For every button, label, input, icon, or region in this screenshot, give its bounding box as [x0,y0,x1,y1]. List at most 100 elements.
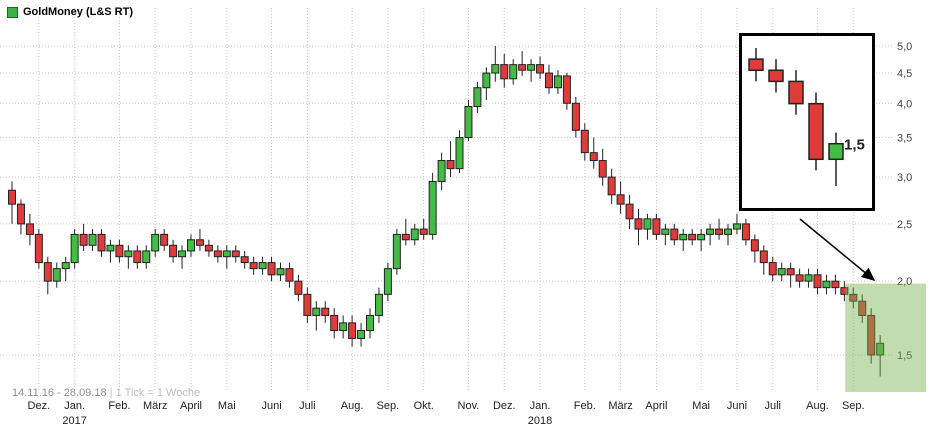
candle [339,322,348,332]
candle [831,280,840,289]
candle [509,64,518,80]
candle [527,64,536,71]
candle [267,262,276,276]
x-axis-label: März [608,400,632,412]
candle [25,223,34,235]
candle [661,228,670,235]
candle [231,250,240,258]
candle [786,268,795,276]
x-axis-label: Jan. [530,400,551,412]
candle [688,233,697,241]
candle [195,239,204,246]
candle [518,64,527,71]
candle [348,322,357,339]
candle [715,228,724,235]
candle [500,64,509,80]
candle [285,268,294,282]
candle [115,244,124,258]
candle [249,262,258,270]
candle [840,287,849,295]
candle [276,268,285,276]
candle [849,293,858,302]
inset-candle [788,80,804,105]
candle [562,75,571,104]
candle [88,233,97,246]
x-axis-label: März [143,400,167,412]
candle [724,228,732,235]
candle [643,218,652,230]
tick-interval-text: 1 Tick = 1 Woche [115,387,201,399]
x-axis-label: Okt. [414,400,434,412]
inset-candle [828,142,844,161]
candle [43,262,52,282]
candle [732,223,741,230]
candle [652,218,661,235]
y-axis-label: 3,5 [897,133,912,145]
candle [240,256,249,264]
candle [813,274,822,289]
y-axis-label: 2,0 [897,276,912,288]
x-axis-label: Aug. [806,400,829,412]
x-axis-label: Juli [764,400,781,412]
x-axis-label: April [180,400,202,412]
candle [598,160,607,178]
candle [571,102,580,131]
candle [670,228,679,241]
inset-candle [748,58,764,72]
candle [750,239,759,252]
candle [187,239,195,252]
candle [446,160,455,170]
candle [124,250,133,258]
candle [679,233,688,241]
candle [169,244,178,258]
date-range-text: 14.11.16 - 28.09.18 [12,387,107,399]
candle [160,233,169,246]
legend-marker-icon [7,6,18,18]
y-axis-label: 2,5 [897,219,912,231]
candle [151,233,160,252]
candle [804,274,813,282]
candle [858,300,867,316]
x-axis-label: Feb. [574,400,596,412]
candle [321,307,330,316]
y-axis-label: 3,0 [897,172,912,184]
candle [410,228,419,241]
candle [697,233,706,241]
candle [867,314,876,356]
candle [178,250,187,258]
x-axis-label: Aug. [341,400,364,412]
zoom-inset: 1,5 [739,33,875,211]
candle [106,244,115,252]
candle [258,262,267,270]
candle [204,244,213,252]
candle [142,250,151,264]
x-axis-label: Jan. [64,400,85,412]
inset-candle [808,102,824,161]
candle [222,250,231,258]
x-axis-label: April [645,400,667,412]
candle [97,233,106,252]
candle [464,105,473,139]
candle [741,223,750,241]
candle [553,75,562,89]
candle [428,180,437,235]
candle [616,194,625,205]
candle [625,203,634,220]
candle [455,137,464,170]
x-axis-label: Sep. [842,400,865,412]
candle [52,268,61,282]
x-axis-label: Juni [261,400,281,412]
x-axis-label: Juli [299,400,316,412]
x-axis-label: Feb. [108,400,130,412]
candle [795,274,804,282]
inset-chart-svg: 1,5 [748,48,865,186]
candle [294,280,303,295]
legend: GoldMoney (L&S RT) [7,6,133,18]
x-axis-year-label: 2017 [62,415,86,427]
candle [706,228,715,235]
candle [374,293,383,316]
candle [437,160,446,182]
candle [70,233,79,264]
annotation-arrow [799,218,876,281]
